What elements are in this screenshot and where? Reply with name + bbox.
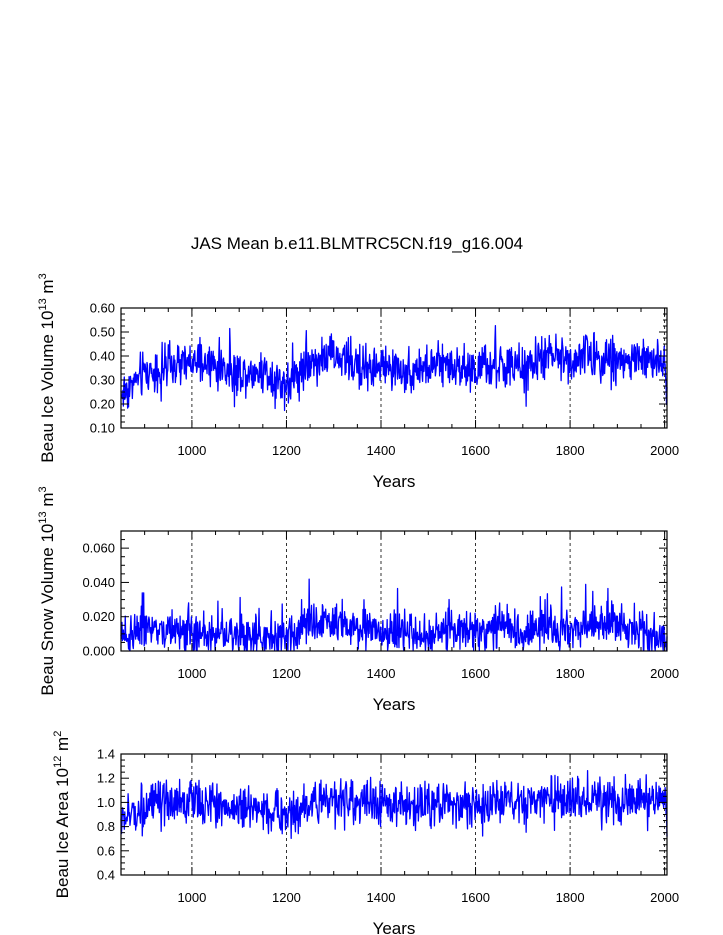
x-tick-label: 1200 [272, 666, 301, 681]
x-tick-label: 1600 [461, 890, 490, 905]
y-axis-label-unit-exp: 2 [52, 731, 64, 737]
x-tick-label: 1400 [367, 443, 396, 458]
y-axis-label-main: Beau Ice Area 10 [53, 768, 72, 898]
panel-ice-volume: 0.10 0.20 0.30 0.40 0.50 0.60 1000 1200 1400 1600… [37, 273, 679, 491]
x-tick-label: 1000 [177, 890, 206, 905]
y-tick-label: 0.8 [97, 819, 115, 834]
x-tick-label: 2000 [650, 666, 679, 681]
y-axis-label-exp: 12 [52, 756, 64, 768]
y-axis-label-exp: 13 [37, 511, 49, 523]
y-tick-label: 0.020 [82, 609, 115, 624]
y-tick-label: 0.10 [90, 421, 115, 436]
series-line-snow-volume [120, 578, 668, 652]
y-tick-label: 0.30 [90, 373, 115, 388]
y-tick-label: 0.40 [90, 349, 115, 364]
y-tick-label: 0.20 [90, 397, 115, 412]
x-tick-label: 1600 [461, 443, 490, 458]
panel-ice-area: 0.4 0.6 0.8 1.0 1.2 1.4 1000 1200 1400 1600 1800 20… [52, 731, 679, 935]
y-tick-label: 0.040 [82, 575, 115, 590]
y-axis-label-unit: m [38, 279, 57, 298]
x-axis-label: Years [373, 695, 416, 714]
y-axis-label: Beau Snow Volume 1013 m3 [37, 486, 57, 695]
y-axis-label-main: Beau Snow Volume 10 [38, 524, 57, 696]
series-line-ice-volume [120, 325, 668, 412]
y-tick-label: 1.2 [97, 771, 115, 786]
chart-title: JAS Mean b.e11.BLMTRC5CN.f19_g16.004 [191, 234, 523, 253]
x-tick-label: 1800 [556, 443, 585, 458]
series-line-ice-area [120, 769, 668, 839]
x-tick-label: 1000 [177, 443, 206, 458]
panel-snow-volume: 0.000 0.020 0.040 0.060 1000 1200 1400 1600 1800… [37, 486, 679, 714]
y-tick-label: 0.50 [90, 325, 115, 340]
y-axis-label-unit: m [38, 492, 57, 511]
x-tick-label: 1400 [367, 890, 396, 905]
x-tick-label: 1400 [367, 666, 396, 681]
y-tick-label: 0.060 [82, 541, 115, 556]
y-tick-label: 1.4 [97, 747, 115, 762]
y-tick-label: 0.4 [97, 868, 115, 883]
y-axis-label: Beau Ice Area 1012 m2 [52, 731, 72, 899]
x-tick-label: 1600 [461, 666, 490, 681]
x-tick-label: 1800 [556, 890, 585, 905]
x-tick-label: 1200 [272, 890, 301, 905]
x-tick-label: 1000 [177, 666, 206, 681]
y-axis-label-unit-exp: 3 [37, 486, 49, 492]
y-tick-label: 1.0 [97, 795, 115, 810]
y-axis-label-unit: m [53, 737, 72, 756]
x-axis-label: Years [373, 919, 416, 935]
y-tick-label: 0.6 [97, 843, 115, 858]
x-tick-label: 1800 [556, 666, 585, 681]
x-axis-label: Years [373, 472, 416, 491]
y-tick-label: 0.60 [90, 301, 115, 316]
y-axis-label-exp: 13 [37, 298, 49, 310]
y-axis-label-main: Beau Ice Volume 10 [38, 311, 57, 463]
x-tick-label: 2000 [650, 443, 679, 458]
x-tick-label: 2000 [650, 890, 679, 905]
y-tick-label: 0.000 [82, 644, 115, 659]
y-axis-label-unit-exp: 3 [37, 273, 49, 279]
y-axis-label: Beau Ice Volume 1013 m3 [37, 273, 57, 462]
x-tick-label: 1200 [272, 443, 301, 458]
